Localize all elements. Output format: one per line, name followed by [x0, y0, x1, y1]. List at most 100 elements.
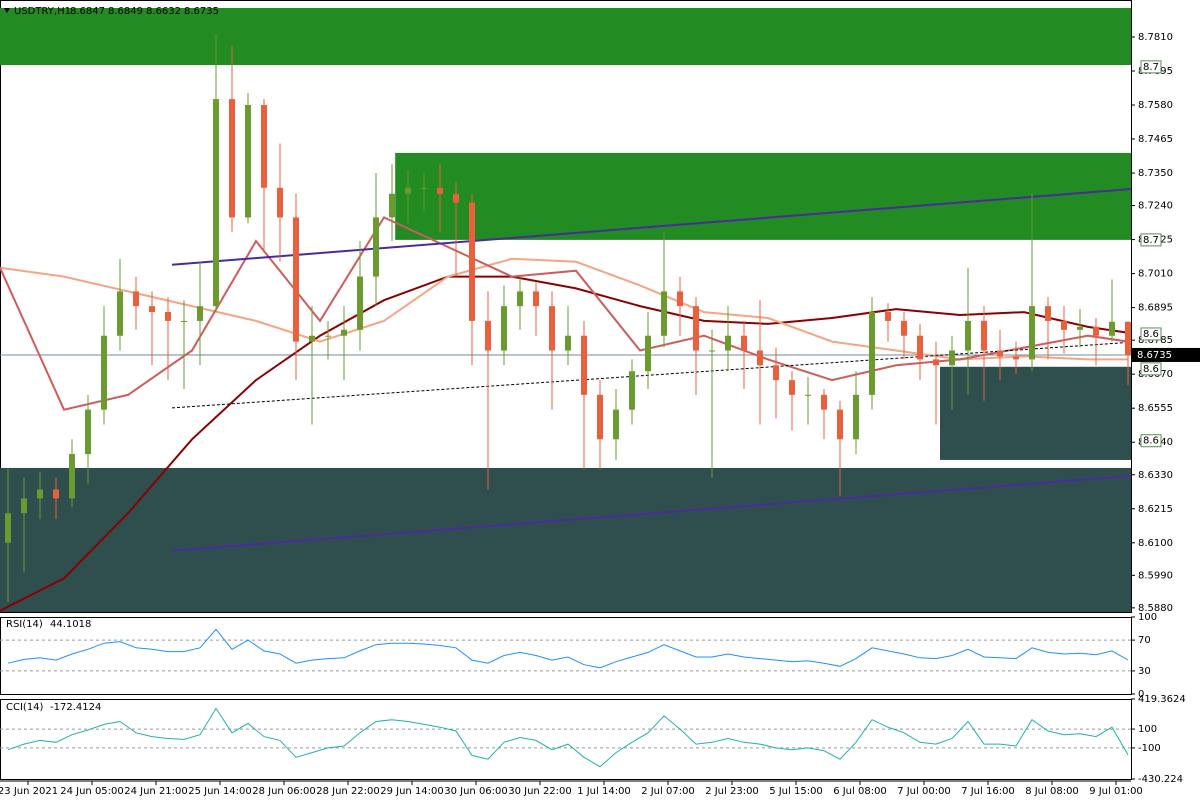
- price-tag-label: 8.7: [1143, 235, 1159, 246]
- candle-body: [565, 335, 571, 351]
- rsi-last: 44.1018: [50, 619, 91, 630]
- x-tick-label: 30 Jun 22:00: [508, 786, 572, 797]
- moving-average: [0, 216, 1129, 411]
- candle-body: [517, 291, 523, 307]
- price-zone: [0, 467, 1131, 612]
- candle-body: [645, 335, 651, 372]
- candle-body: [581, 335, 587, 395]
- y-tick-label: 30: [1138, 666, 1151, 677]
- candle-body: [997, 350, 1003, 357]
- panel-frame: [0, 699, 1132, 780]
- low-value: 8.6632: [146, 6, 181, 17]
- dropdown-icon: [4, 8, 10, 13]
- x-tick-label: 30 Jun 06:00: [444, 786, 508, 797]
- candle-body: [421, 187, 427, 189]
- y-tick-label: 8.5880: [1138, 603, 1173, 614]
- y-tick-label: 8.5990: [1138, 570, 1173, 581]
- cci-title: CCI(14): [6, 702, 44, 713]
- x-tick-label: 25 Jun 14:00: [188, 786, 252, 797]
- candle-body: [133, 291, 139, 307]
- candle-body: [181, 320, 187, 322]
- price-tag: [1140, 327, 1162, 341]
- candle-body: [405, 187, 411, 194]
- candle-body: [981, 320, 987, 351]
- candle-body: [101, 335, 107, 410]
- candle-body: [5, 513, 11, 543]
- candle-body: [117, 291, 123, 336]
- y-tick-label: 70: [1138, 635, 1151, 646]
- y-tick-label: 8.6215: [1138, 504, 1173, 515]
- panel-frame: [0, 0, 1132, 613]
- open-value: 8.6847: [70, 6, 105, 17]
- y-tick-label: 8.6330: [1138, 470, 1173, 481]
- y-tick-label: 8.7350: [1138, 168, 1173, 179]
- candle-body: [661, 291, 667, 336]
- candle-body: [533, 291, 539, 307]
- price-tag-label: 8.6: [1143, 436, 1159, 447]
- symbol-title: USDTRY,H1: [14, 6, 71, 17]
- candle-body: [453, 193, 459, 203]
- candle-body: [933, 359, 939, 366]
- candle-body: [613, 409, 619, 440]
- price-tag-label: 8.6: [1143, 364, 1159, 375]
- candle-body: [869, 312, 875, 395]
- candle-body: [757, 350, 763, 366]
- candle-body: [725, 335, 731, 351]
- candle-body: [165, 312, 171, 321]
- x-tick-label: 2 Jul 07:00: [641, 786, 695, 797]
- x-tick-label: 28 Jun 22:00: [316, 786, 380, 797]
- y-tick-label: 8.7240: [1138, 201, 1173, 212]
- x-tick-label: 6 Jul 08:00: [833, 786, 887, 797]
- y-tick-label: 8.7465: [1138, 134, 1173, 145]
- x-tick-label: 24 Jun 05:00: [60, 786, 124, 797]
- price-tag: [1140, 233, 1162, 247]
- x-tick-label: 9 Jul 01:00: [1089, 786, 1143, 797]
- candle-body: [149, 306, 155, 313]
- header: USDTRY,H1 8.6847 8.6849 8.6632 8.6735 RS…: [4, 6, 219, 713]
- candle-body: [341, 329, 347, 336]
- price-zone: [395, 152, 1131, 240]
- candle-body: [549, 306, 555, 351]
- candle-body: [773, 365, 779, 381]
- current-price-box: [1132, 347, 1200, 362]
- candle-body: [597, 394, 603, 440]
- candle-body: [53, 489, 59, 499]
- candle-body: [501, 306, 507, 351]
- candle-body: [437, 187, 443, 194]
- y-tick-label: 419.3624: [1138, 694, 1186, 705]
- candle-body: [1029, 306, 1035, 360]
- indicator-line: [7, 628, 1129, 669]
- candle-body: [709, 350, 715, 352]
- x-tick-label: 5 Jul 15:00: [769, 786, 823, 797]
- x-tick-label: 2 Jul 23:00: [705, 786, 759, 797]
- indicator-line: [7, 707, 1129, 768]
- x-tick-label: 29 Jun 14:00: [380, 786, 444, 797]
- price-tag-label: 8.6: [1143, 329, 1159, 340]
- candle-body: [949, 350, 955, 366]
- price-tag: [1140, 434, 1162, 448]
- candle-body: [885, 312, 891, 321]
- candle-body: [389, 193, 395, 218]
- candle-body: [1061, 320, 1067, 330]
- y-tick-label: 8.6100: [1138, 538, 1173, 549]
- candle-body: [837, 409, 843, 440]
- high-value: 8.6849: [108, 6, 143, 17]
- candle-body: [325, 335, 331, 337]
- x-tick-label: 1 Jul 14:00: [577, 786, 631, 797]
- candle-body: [789, 380, 795, 395]
- rsi-title: RSI(14): [6, 619, 43, 630]
- price-tag: [1140, 60, 1162, 74]
- candle-body: [213, 99, 219, 307]
- y-tick-label: 8.7010: [1138, 269, 1173, 280]
- y-tick-label: -430.224: [1138, 774, 1183, 785]
- candle-body: [357, 276, 363, 330]
- x-tick-label: 8 Jul 08:00: [1025, 786, 1079, 797]
- close-value: 8.6735: [184, 6, 219, 17]
- current-price-label: 8.6735: [1137, 350, 1172, 361]
- y-tick-label: 8.6895: [1138, 303, 1173, 314]
- candle-body: [277, 187, 283, 218]
- x-tick-label: 23 Jun 2021: [0, 786, 58, 797]
- candle-body: [805, 394, 811, 396]
